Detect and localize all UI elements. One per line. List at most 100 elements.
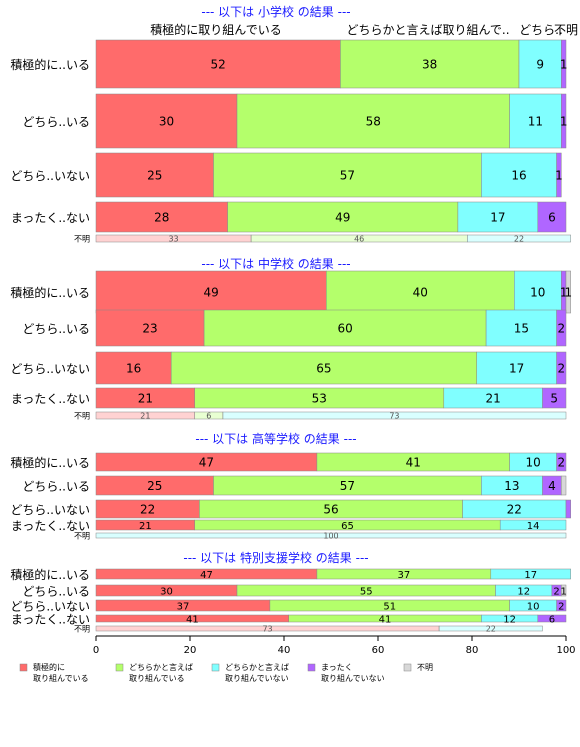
category-label: まったく..ない: [11, 613, 90, 627]
bar-value-label: 55: [360, 586, 373, 597]
bar-segment: [95, 152, 214, 198]
bar-segment: [561, 584, 567, 597]
category-label: 不明: [74, 412, 90, 421]
bar-segment: [203, 309, 487, 347]
x-tick-label: 20: [184, 645, 197, 656]
bar-value-label: 41: [379, 614, 392, 625]
bar-value-label: 15: [514, 322, 529, 336]
bar-value-label: 14: [527, 521, 540, 532]
bar-value-label: 10: [530, 286, 545, 300]
bar-value-label: 22: [507, 503, 522, 517]
bar-value-label: 22: [140, 503, 155, 517]
panel-title: --- 以下は 中学校 の結果 ---: [201, 256, 350, 271]
bar-segment: [170, 351, 477, 385]
bar-segment: [514, 270, 562, 314]
bar-value-label: 51: [383, 601, 396, 612]
category-label: 積極的に..いる: [10, 57, 90, 72]
category-label: まったく..ない: [11, 211, 90, 225]
panel-title: --- 以下は 小学校 の結果 ---: [201, 4, 350, 19]
legend-swatch: [19, 663, 28, 672]
bar-value-label: 6: [549, 614, 555, 625]
bar-value-label: 1: [555, 169, 563, 183]
bar-value-label: 65: [341, 521, 354, 532]
bar-value-label: 11: [528, 115, 543, 129]
category-label: どちら..いない: [10, 600, 90, 614]
category-label: まったく..ない: [11, 392, 90, 406]
bar-value-label: 17: [524, 570, 537, 581]
legend-label: 取り組んでいない: [321, 673, 385, 683]
bar-value-label: 17: [490, 211, 505, 225]
bar-value-label: 65: [316, 362, 331, 376]
bar-value-label: 2: [558, 601, 564, 612]
category-label: どちら..いない: [10, 503, 90, 517]
bar-value-label: 49: [335, 211, 350, 225]
panel-title: --- 以下は 特別支援学校 の結果 ---: [183, 550, 368, 565]
bar-segment: [556, 452, 567, 472]
bar-value-label: 13: [504, 479, 519, 493]
bar-segment: [467, 234, 571, 243]
bar-value-label: 22: [514, 235, 524, 244]
bar-value-label: 47: [199, 456, 214, 470]
bar-segment: [490, 568, 571, 580]
bar-value-label: 25: [147, 169, 162, 183]
bar-segment: [499, 519, 567, 531]
bar-value-label: 56: [323, 503, 338, 517]
bar-value-label: 41: [406, 456, 421, 470]
bar-segment: [340, 39, 520, 89]
bar-value-label: 58: [366, 115, 381, 129]
bar-segment: [95, 201, 228, 233]
bar-value-label: 57: [340, 169, 355, 183]
bar-value-label: 2: [553, 586, 559, 597]
category-label: 不明: [74, 532, 90, 541]
bar-segment: [95, 532, 567, 539]
bar-value-label: 52: [211, 58, 226, 72]
bar-segment: [481, 152, 557, 198]
bar-value-label: 6: [206, 412, 211, 421]
bar-value-label: 22: [486, 625, 496, 634]
legend-label: 不明: [417, 663, 433, 672]
bar-segment: [326, 270, 515, 314]
bar-segment: [565, 499, 571, 519]
bar-value-label: 2: [557, 362, 565, 376]
bar-value-label: 57: [340, 479, 355, 493]
legend-label: どちらかと言えば: [225, 662, 289, 672]
bar-value-label: 33: [168, 235, 178, 244]
bar-value-label: 5: [550, 392, 558, 406]
category-label: まったく..ない: [11, 519, 90, 533]
legend-label: 積極的に: [33, 662, 65, 672]
x-tick-label: 40: [278, 645, 291, 656]
bar-value-label: 10: [527, 601, 540, 612]
bar-segment: [222, 411, 567, 420]
bar-value-label: 30: [160, 586, 173, 597]
legend-label: どちらかと言えば: [129, 662, 193, 672]
bar-value-label: 2: [557, 456, 565, 470]
bar-segment: [236, 93, 510, 149]
bar-segment: [438, 625, 543, 632]
column-header: どちらかと言えば取り組んで..: [346, 23, 509, 37]
category-label: 積極的に..いる: [10, 567, 90, 582]
bar-segment: [95, 351, 172, 385]
legend-label: まったく: [321, 663, 353, 672]
bar-segment: [95, 270, 327, 314]
bar-segment: [476, 351, 557, 385]
category-label: どちら..いる: [22, 480, 90, 494]
bar-value-label: 16: [511, 169, 526, 183]
x-tick-label: 0: [93, 645, 99, 656]
bar-value-label: 21: [138, 392, 153, 406]
bar-value-label: 38: [422, 58, 437, 72]
bar-value-label: 12: [503, 614, 516, 625]
bar-value-label: 17: [509, 362, 524, 376]
category-label: どちら..いる: [22, 322, 90, 336]
column-header: 積極的に取り組んでいる: [150, 22, 281, 37]
bar-value-label: 37: [397, 570, 410, 581]
bar-value-label: 10: [525, 456, 540, 470]
bar-segment: [561, 475, 567, 496]
bar-value-label: 1: [565, 286, 573, 300]
bar-value-label: 21: [486, 392, 501, 406]
bar-value-label: 4: [548, 479, 556, 493]
legend-label: 取り組んでいない: [225, 673, 289, 683]
bar-value-label: 73: [262, 625, 272, 634]
legend-swatch: [115, 663, 124, 672]
legend-swatch: [307, 663, 316, 672]
category-label: 不明: [74, 625, 90, 634]
